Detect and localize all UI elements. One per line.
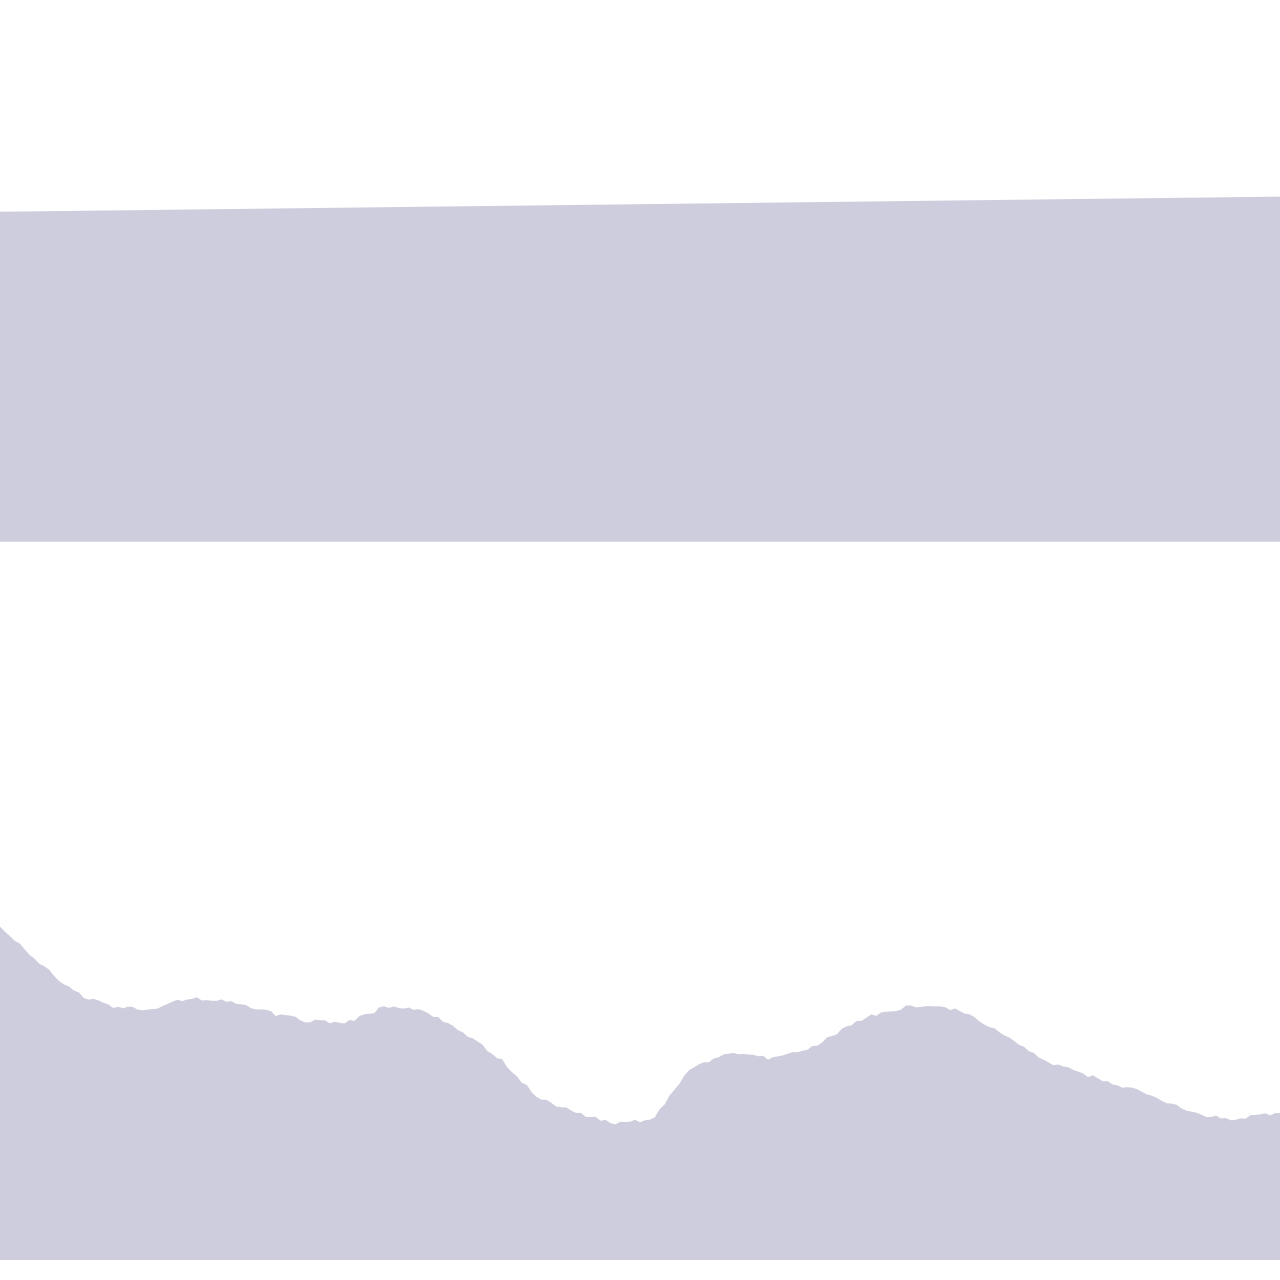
- area-band-lower-band: [0, 923, 1280, 1260]
- area-band-upper-band: [0, 196, 1280, 542]
- series-layer: [0, 196, 1280, 1260]
